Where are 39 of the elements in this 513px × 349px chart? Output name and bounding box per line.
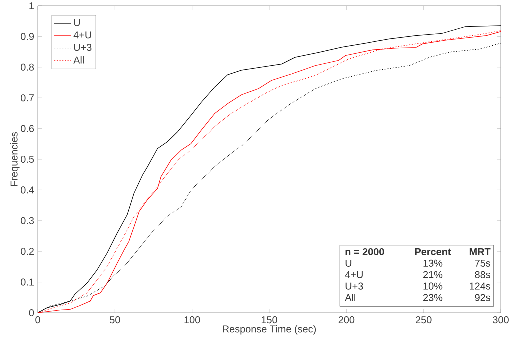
y-tick-label: 0.2 [21,248,34,256]
x-tick-label: 100 [184,316,200,324]
annotation: 75s [475,260,490,267]
y-tick-label: 1 [30,2,34,10]
annotation: Percent [415,248,452,256]
legend-label: 4+U [74,32,92,39]
y-tick-label: 0.4 [21,186,34,194]
annotation: 92s [475,294,490,302]
legend-label: All [74,56,84,64]
y-tick-label: 0.6 [21,125,34,132]
annotation: 13% [424,260,443,267]
x-tick-label: 200 [338,316,355,324]
legend-label: U [74,19,80,26]
annotation: 124s [470,282,490,290]
x-tick-label: 300 [493,316,509,324]
y-tick-label: 0.1 [21,278,34,286]
annotation: 23% [424,294,443,302]
x-tick-label: 50 [110,316,120,324]
x-axis-title: Response Time (sec) [223,325,316,335]
annotation: MRT [470,248,491,256]
y-tick-label: 0.5 [21,156,34,164]
x-tick-label: 0 [36,316,40,324]
annotation: n = 2000 [346,248,384,256]
y-tick-label: 0.3 [21,217,34,224]
x-tick-label: 150 [262,316,278,324]
y-tick-label: 0.9 [21,33,34,40]
annotation: 4+U [345,271,363,278]
y-tick-label: 0.8 [21,64,34,71]
annotation: U [346,260,352,267]
legend-label: U+3 [74,44,92,52]
y-tick-label: 0 [29,309,34,317]
annotation: 10% [424,282,443,290]
x-tick-label: 250 [416,316,432,324]
y-axis-title: Frequencies [10,132,20,186]
y-tick-label: 0.7 [21,94,34,102]
annotation: 21% [424,271,443,278]
annotation: 88s [475,271,490,278]
annotation: U+3 [346,282,364,290]
annotation: All [345,294,356,302]
